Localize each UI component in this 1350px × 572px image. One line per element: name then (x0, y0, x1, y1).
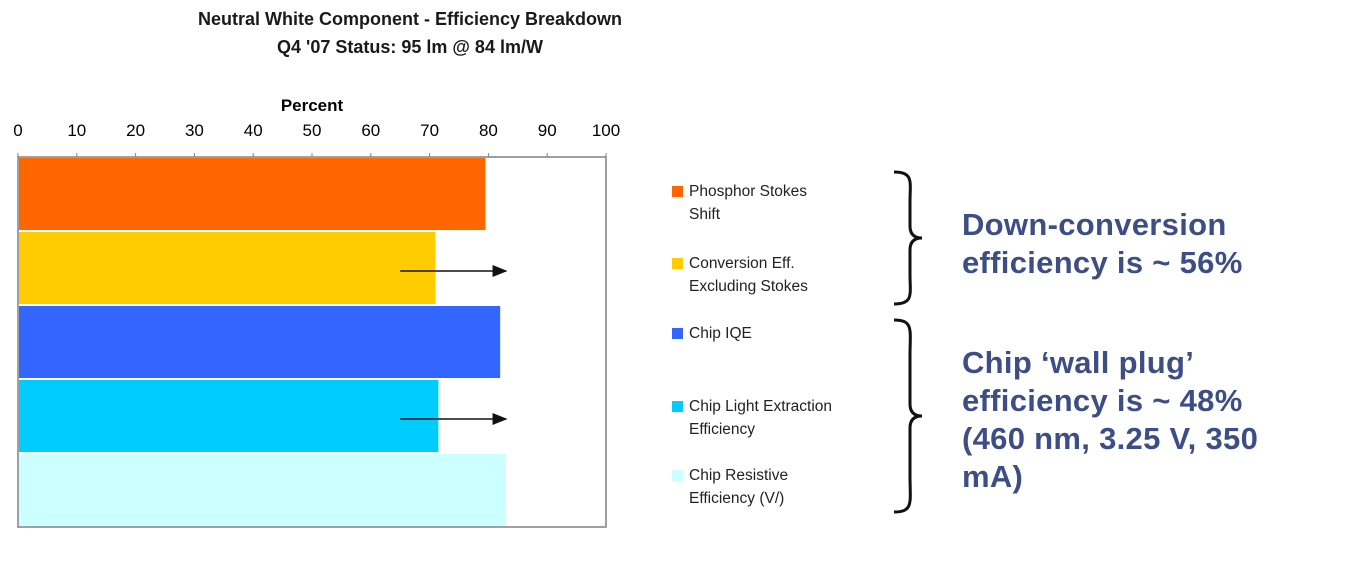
legend-label: Conversion Eff. Excluding Stokes (689, 255, 808, 295)
x-tick-label: 20 (126, 121, 145, 140)
annotation-down-conversion: Down-conversion efficiency is ~ 56% (962, 207, 1243, 280)
bar-chart: Percent 0 10 20 30 40 50 60 70 80 90 100 (13, 96, 620, 528)
legend-label: Chip Resistive Efficiency (V/) (689, 467, 789, 507)
brace-down-conversion (893, 170, 923, 306)
legend-label: Chip Light Extraction Efficiency (689, 398, 833, 438)
bar-1 (19, 158, 486, 230)
legend-swatch (672, 401, 683, 412)
chart-subtitle: Q4 '07 Status: 95 lm @ 84 lm/W (277, 37, 543, 57)
legend-swatch (672, 470, 683, 481)
legend-swatch (672, 258, 683, 269)
brace-wall-plug (893, 318, 923, 514)
x-tick-label: 50 (303, 121, 322, 140)
x-axis-label: Percent (281, 96, 344, 115)
x-tick-label: 10 (67, 121, 86, 140)
legend-swatch (672, 328, 683, 339)
x-tick-label: 100 (592, 121, 620, 140)
x-tick-label: 70 (420, 121, 439, 140)
bar-5 (19, 454, 507, 526)
legend-swatch (672, 186, 683, 197)
bar-4 (19, 380, 439, 452)
legend-label: Chip IQE (689, 325, 752, 342)
annotation-wall-plug: Chip ‘wall plug’ efficiency is ~ 48% (46… (962, 345, 1259, 494)
x-tick-label: 60 (361, 121, 380, 140)
bar-2 (19, 232, 436, 304)
bar-3 (19, 306, 501, 378)
x-tick-label: 40 (244, 121, 263, 140)
chart-title: Neutral White Component - Efficiency Bre… (197, 9, 623, 29)
x-tick-label: 90 (538, 121, 557, 140)
x-tick-label: 0 (13, 121, 22, 140)
legend-label: Phosphor Stokes Shift (689, 183, 808, 223)
x-tick-label: 30 (185, 121, 204, 140)
x-tick-label: 80 (479, 121, 498, 140)
